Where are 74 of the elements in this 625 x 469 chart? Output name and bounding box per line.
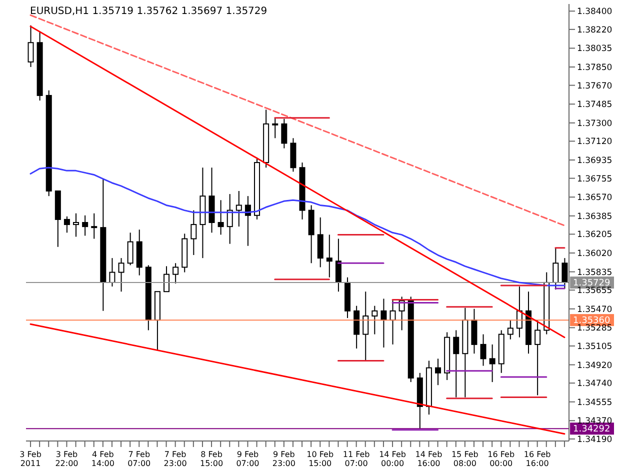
y-tick-label: 1.37120: [577, 137, 612, 148]
y-tick-label: 1.34190: [577, 434, 612, 445]
candlestick: [562, 258, 568, 290]
candlestick: [380, 298, 387, 348]
y-tick-label: 1.35285: [577, 324, 612, 334]
x-tick-label: 15 Feb 08:00: [451, 450, 478, 468]
y-tick-label: 1.36385: [577, 212, 612, 222]
candlestick: [109, 258, 116, 288]
candlestick: [82, 214, 88, 236]
y-tick-label: 1.35835: [577, 268, 612, 278]
x-tick-label: 3 Feb 2011: [20, 450, 42, 468]
y-tick-label: 1.37670: [577, 81, 612, 92]
y-tick-label: 1.37850: [577, 63, 612, 74]
candlestick: [453, 330, 460, 398]
candlestick: [73, 212, 80, 238]
candlestick: [236, 190, 242, 228]
candlestick: [326, 234, 332, 278]
y-tick-label: 1.36755: [577, 174, 612, 184]
line-series: [30, 166, 566, 286]
candlestick: [354, 305, 360, 350]
candlestick: [164, 266, 170, 292]
candlestick: [218, 200, 224, 236]
candlestick: [28, 24, 34, 68]
x-tick-label: 8 Feb 15:00: [200, 450, 224, 468]
y-tick-label: 1.34555: [577, 398, 612, 408]
candlestick: [190, 210, 197, 256]
candlestick: [435, 358, 442, 386]
x-tick-label: 16 Feb 00:00: [488, 450, 515, 468]
y-tick-label: 1.35470: [577, 304, 612, 315]
x-tick-label: 10 Feb 15:00: [306, 450, 334, 468]
candlestick: [552, 247, 559, 290]
candlestick: [127, 232, 134, 266]
candlestick: [226, 194, 233, 244]
y-tick-label: 1.38035: [577, 44, 612, 54]
x-tick-label: 14 Feb 16:00: [415, 450, 442, 468]
ref-line-label: 1.34292: [573, 424, 610, 435]
candlestick: [480, 334, 486, 366]
x-tick-label: 16 Feb 16:00: [524, 450, 551, 468]
y-tick-label: 1.36935: [577, 156, 612, 166]
y-tick-label: 1.36020: [577, 249, 612, 260]
candlestick: [534, 320, 541, 396]
candlestick: [281, 118, 288, 149]
y-tick-label: 1.36570: [577, 193, 612, 204]
x-tick-label: 3 Feb 22:00: [55, 450, 78, 468]
y-tick-label: 1.34920: [577, 360, 612, 371]
y-tick-label: 1.37485: [577, 100, 612, 110]
candlestick: [362, 291, 369, 362]
candlestick: [244, 196, 251, 246]
candlestick: [489, 344, 496, 383]
candlestick: [390, 299, 396, 345]
x-tick-label: 9 Feb 23:00: [272, 450, 296, 468]
candlestick: [317, 216, 324, 268]
candlestick: [507, 320, 514, 340]
x-tick-label: 11 Feb 07:00: [342, 450, 370, 468]
x-tick-label: 7 Feb 07:00: [128, 450, 151, 468]
candlestick: [64, 216, 70, 234]
y-tick-label: 1.36205: [577, 230, 612, 240]
candlestick: [118, 258, 124, 292]
candlestick: [172, 262, 179, 284]
candlestick: [335, 238, 342, 292]
x-tick-label: 7 Feb 23:00: [164, 450, 187, 468]
y-tick-label: 1.38220: [577, 25, 612, 36]
y-tick-label: 1.37300: [577, 118, 612, 129]
candlestick: [91, 212, 98, 240]
y-tick-label: 1.35105: [577, 342, 612, 352]
chart-title: EURUSD,H1 1.35719 1.35762 1.35697 1.35729: [30, 6, 268, 17]
candlestick: [372, 305, 378, 335]
y-tick-label: 1.38400: [577, 7, 612, 18]
y-tick-label: 1.35655: [577, 286, 612, 296]
candlestick: [272, 117, 278, 139]
x-tick-label: 14 Feb 00:00: [379, 450, 406, 468]
y-tick-label: 1.34740: [577, 379, 612, 390]
x-tick-label: 4 Feb 14:00: [91, 450, 114, 468]
x-tick-label: 9 Feb 07:00: [236, 450, 260, 468]
